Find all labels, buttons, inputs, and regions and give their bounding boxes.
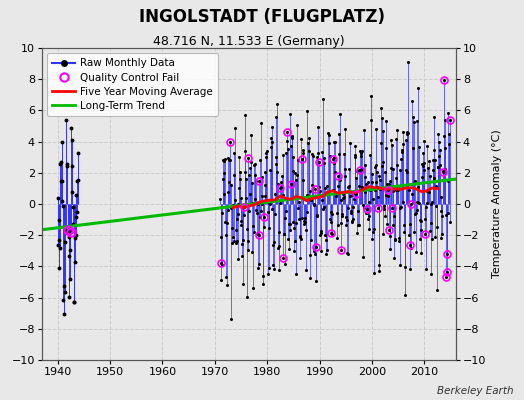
Title: 48.716 N, 11.533 E (Germany): 48.716 N, 11.533 E (Germany) — [153, 35, 345, 48]
Text: Berkeley Earth: Berkeley Earth — [437, 386, 514, 396]
Legend: Raw Monthly Data, Quality Control Fail, Five Year Moving Average, Long-Term Tren: Raw Monthly Data, Quality Control Fail, … — [47, 53, 219, 116]
Y-axis label: Temperature Anomaly (°C): Temperature Anomaly (°C) — [492, 130, 502, 278]
Text: INGOLSTADT (FLUGPLATZ): INGOLSTADT (FLUGPLATZ) — [139, 8, 385, 26]
